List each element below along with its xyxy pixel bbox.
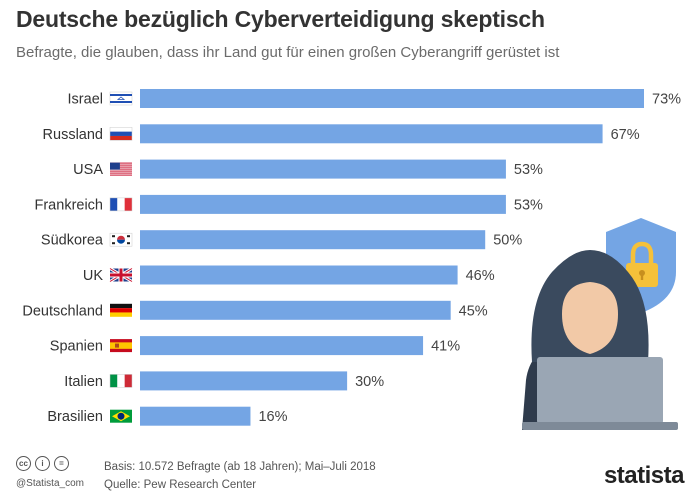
cc-icon: cc	[16, 456, 31, 471]
chart-subtitle: Befragte, die glauben, dass ihr Land gut…	[16, 44, 560, 61]
bar	[140, 159, 506, 179]
bar-row: Spanien 41%	[50, 336, 460, 356]
bar	[140, 300, 451, 320]
value-label: 50%	[493, 233, 522, 249]
italy-flag-icon	[109, 374, 133, 388]
france-flag-icon	[109, 197, 133, 212]
value-label: 46%	[466, 268, 495, 284]
source-notes: Basis: 10.572 Befragte (ab 18 Jahren); M…	[104, 458, 376, 494]
bar-row: Israel 73%	[68, 89, 681, 108]
category-label: Deutschland	[22, 303, 103, 319]
statista-logo: statista	[603, 462, 685, 489]
category-label: Spanien	[50, 339, 103, 355]
bar-row: USA 53%	[73, 159, 543, 179]
germany-flag-icon	[110, 303, 132, 317]
bar-row: Südkorea 50%	[41, 230, 522, 250]
category-label: Israel	[68, 92, 103, 108]
license-icons: cc i =	[16, 456, 69, 471]
category-label: Südkorea	[41, 233, 104, 249]
category-label: UK	[83, 268, 103, 284]
category-label: Italien	[64, 374, 103, 390]
hacker-illustration-icon	[522, 218, 678, 430]
value-label: 45%	[459, 303, 488, 319]
attribution-icon: i	[35, 456, 50, 471]
value-label: 53%	[514, 162, 543, 178]
bar	[140, 230, 486, 250]
usa-flag-icon	[110, 162, 132, 176]
basis-note: Basis: 10.572 Befragte (ab 18 Jahren); M…	[104, 461, 376, 473]
value-label: 73%	[652, 92, 681, 108]
bar	[140, 371, 348, 391]
bar	[140, 89, 644, 108]
bar	[140, 194, 506, 214]
statista-handle: @Statista_com	[16, 478, 84, 489]
bar-row: Italien 30%	[64, 371, 384, 391]
south-korea-flag-icon	[109, 232, 133, 247]
bar	[140, 406, 251, 426]
value-label: 30%	[355, 374, 384, 390]
value-label: 41%	[431, 339, 460, 355]
russia-flag-icon	[109, 127, 133, 141]
bar	[140, 265, 458, 285]
category-label: Frankreich	[35, 197, 104, 213]
category-label: USA	[73, 162, 103, 178]
value-label: 16%	[258, 409, 287, 425]
value-label: 53%	[514, 197, 543, 213]
bar-chart: Israel 73% Russland 67% USA 53% Frankreich 53% S…	[22, 89, 681, 430]
value-label: 67%	[611, 127, 640, 143]
bar-row: Deutschland 45%	[22, 300, 488, 320]
israel-flag-icon	[109, 91, 133, 106]
bar	[140, 124, 603, 144]
uk-flag-icon	[109, 267, 133, 283]
bar-row: UK 46%	[83, 265, 495, 285]
bar-row: Brasilien 16%	[47, 406, 288, 426]
category-label: Brasilien	[47, 409, 103, 425]
face-icon	[562, 282, 618, 354]
brazil-flag-icon	[110, 409, 132, 423]
source-note: Quelle: Pew Research Center	[104, 479, 257, 491]
category-label: Russland	[43, 127, 103, 143]
bar-row: Frankreich 53%	[35, 194, 543, 214]
bar-row: Russland 67%	[43, 124, 640, 144]
chart-title: Deutsche bezüglich Cyberverteidigung ske…	[16, 6, 545, 32]
bar	[140, 336, 424, 356]
equals-icon: =	[54, 456, 69, 471]
spain-flag-icon	[110, 339, 132, 353]
laptop-icon	[537, 357, 663, 424]
